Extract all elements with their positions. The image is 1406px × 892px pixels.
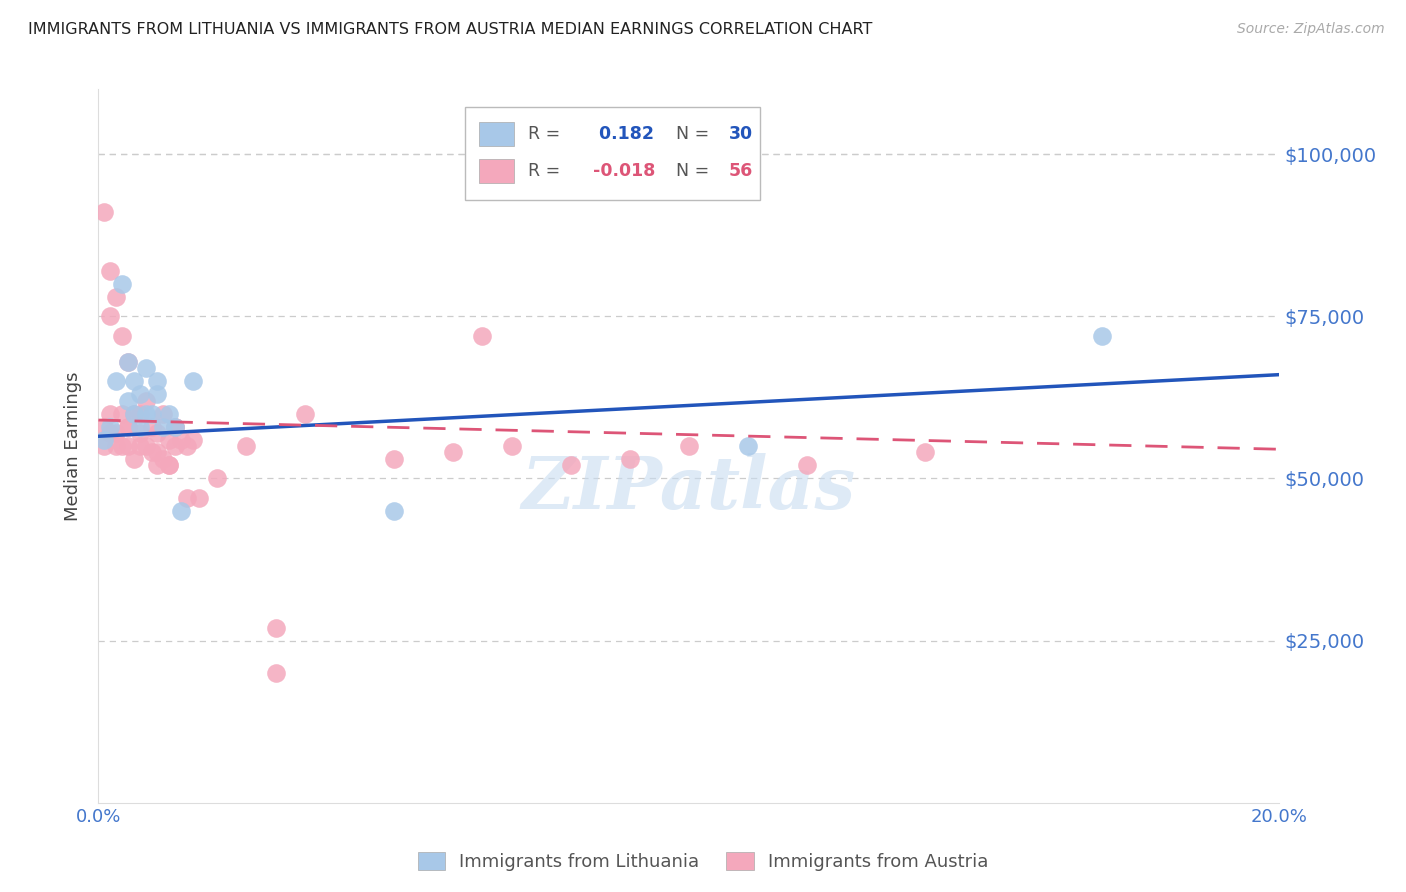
Text: 56: 56: [730, 162, 754, 180]
Point: [157, 458, 180, 473]
Point: [205, 471, 228, 485]
Point: [146, 425, 169, 440]
Point: [128, 419, 150, 434]
Point: [501, 439, 523, 453]
Text: N =: N =: [676, 125, 714, 143]
Point: [105, 290, 128, 304]
Point: [152, 407, 174, 421]
Point: [122, 452, 145, 467]
Point: [146, 458, 169, 473]
Text: 30: 30: [730, 125, 754, 143]
Text: R =: R =: [529, 162, 567, 180]
Point: [141, 407, 163, 421]
Point: [152, 419, 174, 434]
Point: [737, 439, 759, 453]
Legend: Immigrants from Lithuania, Immigrants from Austria: Immigrants from Lithuania, Immigrants fr…: [411, 845, 995, 879]
Point: [93, 419, 115, 434]
Point: [135, 439, 157, 453]
Point: [93, 205, 115, 219]
Point: [187, 491, 209, 505]
Point: [441, 445, 464, 459]
Text: N =: N =: [676, 162, 714, 180]
Point: [264, 621, 287, 635]
Point: [146, 374, 169, 388]
Point: [117, 393, 139, 408]
Point: [128, 387, 150, 401]
Point: [105, 374, 128, 388]
Point: [111, 439, 134, 453]
Bar: [478, 122, 515, 146]
Point: [122, 374, 145, 388]
Text: 0.182: 0.182: [593, 125, 654, 143]
Point: [135, 393, 157, 408]
Point: [117, 354, 139, 368]
Point: [93, 439, 115, 453]
Text: R =: R =: [529, 125, 567, 143]
Point: [146, 445, 169, 459]
Point: [382, 452, 405, 467]
Point: [122, 407, 145, 421]
Point: [471, 328, 494, 343]
Point: [135, 407, 157, 421]
Point: [796, 458, 818, 473]
Point: [165, 419, 187, 434]
Point: [157, 407, 180, 421]
Point: [176, 491, 198, 505]
Text: ZIPatlas: ZIPatlas: [522, 453, 856, 524]
Point: [98, 419, 121, 434]
Point: [181, 374, 204, 388]
Point: [678, 439, 700, 453]
Point: [264, 666, 287, 681]
Point: [382, 504, 405, 518]
Point: [1091, 328, 1114, 343]
Point: [98, 407, 121, 421]
Point: [294, 407, 316, 421]
Bar: [464, 107, 759, 200]
Point: [170, 433, 193, 447]
Point: [128, 407, 150, 421]
Point: [176, 439, 198, 453]
Bar: [478, 160, 515, 183]
Point: [181, 433, 204, 447]
Text: IMMIGRANTS FROM LITHUANIA VS IMMIGRANTS FROM AUSTRIA MEDIAN EARNINGS CORRELATION: IMMIGRANTS FROM LITHUANIA VS IMMIGRANTS …: [28, 22, 873, 37]
Point: [122, 407, 145, 421]
Point: [152, 452, 174, 467]
Point: [117, 419, 139, 434]
Point: [105, 425, 128, 440]
Point: [135, 361, 157, 376]
Point: [98, 264, 121, 278]
Point: [105, 439, 128, 453]
Point: [165, 419, 187, 434]
Point: [111, 328, 134, 343]
Point: [914, 445, 936, 459]
Point: [111, 407, 134, 421]
Point: [146, 387, 169, 401]
Point: [157, 458, 180, 473]
Point: [98, 425, 121, 440]
Point: [128, 425, 150, 440]
Point: [128, 439, 150, 453]
Point: [165, 419, 187, 434]
Point: [141, 445, 163, 459]
Point: [111, 277, 134, 291]
Point: [117, 354, 139, 368]
Point: [165, 439, 187, 453]
Point: [93, 433, 115, 447]
Point: [117, 419, 139, 434]
Text: -0.018: -0.018: [593, 162, 655, 180]
Point: [157, 433, 180, 447]
Point: [141, 419, 163, 434]
Y-axis label: Median Earnings: Median Earnings: [65, 371, 83, 521]
Point: [117, 439, 139, 453]
Point: [560, 458, 582, 473]
Point: [235, 439, 257, 453]
Point: [170, 504, 193, 518]
Point: [98, 310, 121, 324]
Text: Source: ZipAtlas.com: Source: ZipAtlas.com: [1237, 22, 1385, 37]
Point: [619, 452, 641, 467]
